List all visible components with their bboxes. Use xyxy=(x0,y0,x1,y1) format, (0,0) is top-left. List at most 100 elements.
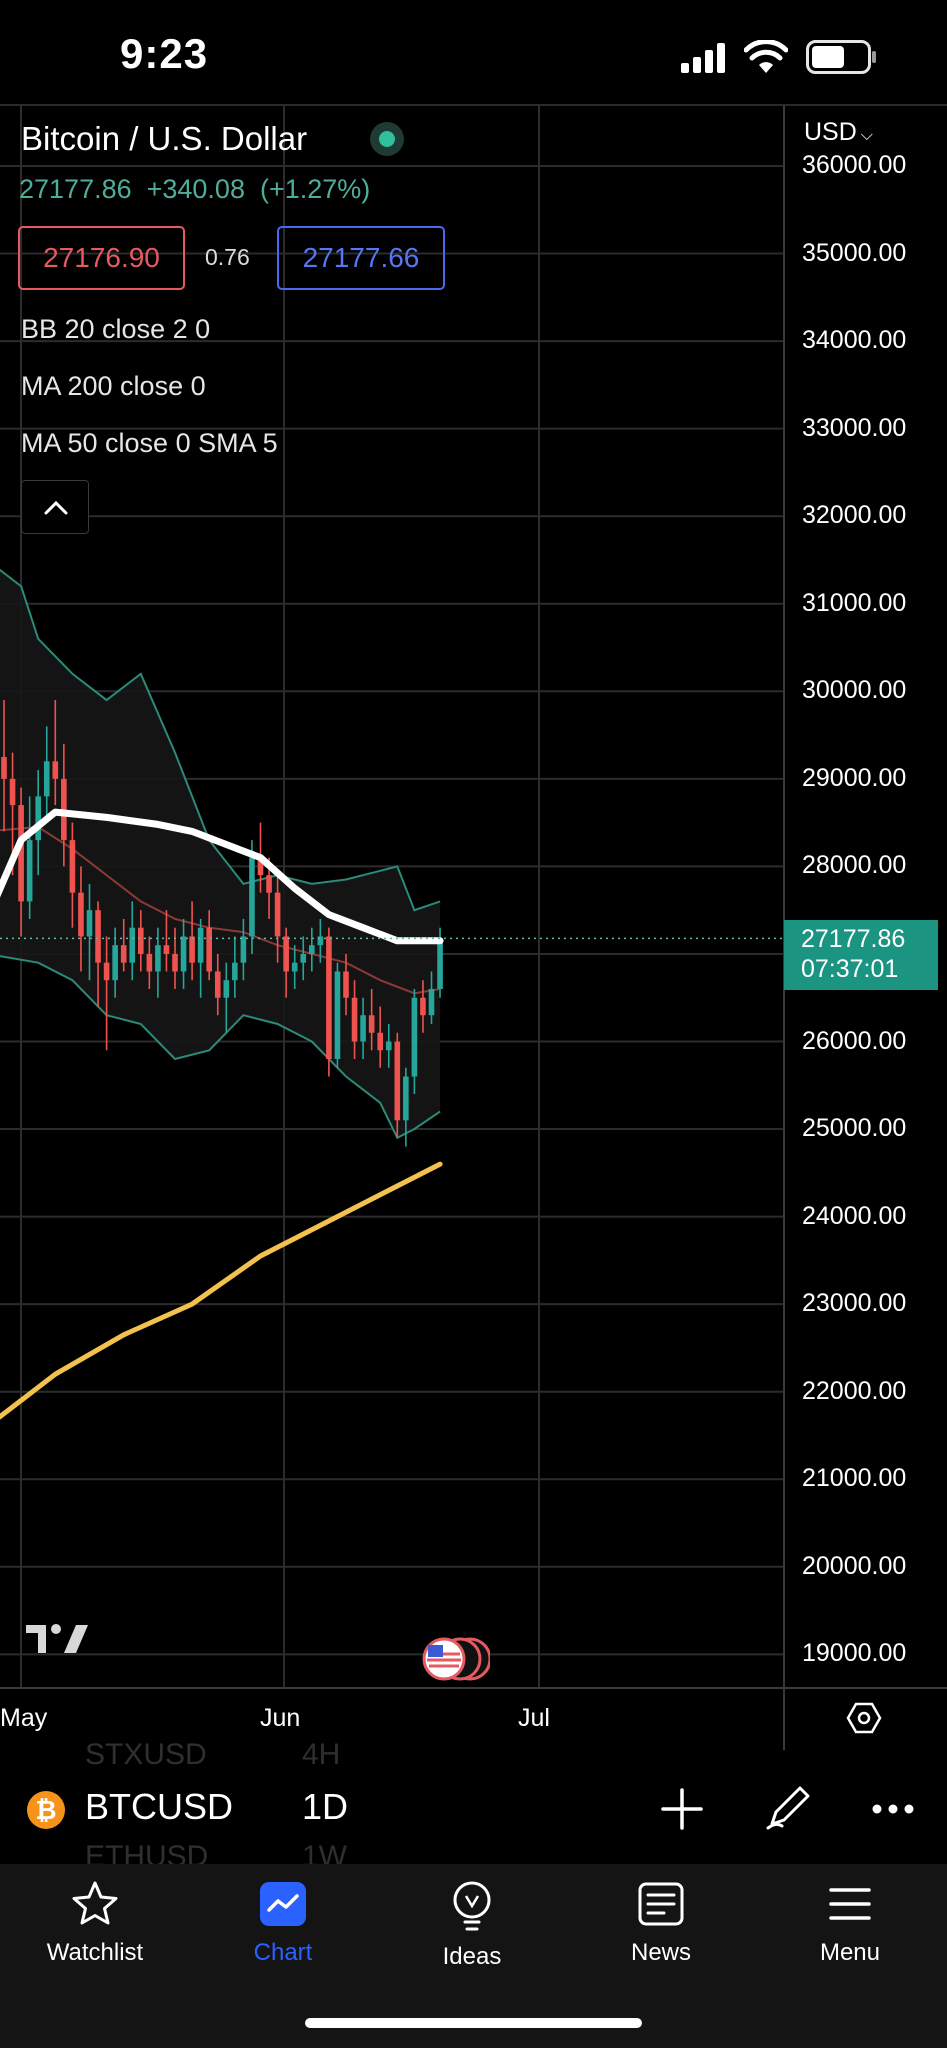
ghost-interval-above: 4H xyxy=(302,1738,341,1771)
candle-body xyxy=(43,761,50,797)
candle-body xyxy=(180,936,187,972)
indicator-bollinger-bands[interactable]: BB 20 close 2 0 xyxy=(21,314,211,344)
price-axis-label: 22000.00 xyxy=(802,1376,907,1405)
last-price-change: 27177.86 +340.08 (+1.27%) xyxy=(19,174,371,204)
time-axis-label: Jul xyxy=(518,1704,550,1732)
tab-watchlist-label: Watchlist xyxy=(46,1939,144,1966)
candle-body xyxy=(155,945,161,972)
candle-body xyxy=(249,857,255,937)
candle-body xyxy=(223,980,230,998)
candle-body xyxy=(197,927,204,963)
candle-body xyxy=(35,796,41,841)
candle-body xyxy=(360,1015,366,1042)
star-icon xyxy=(72,1881,118,1925)
candle-body xyxy=(18,805,24,902)
candle-body xyxy=(283,936,289,972)
candle-body xyxy=(334,971,341,1060)
candle-body xyxy=(69,840,76,893)
tab-watchlist[interactable]: Watchlist xyxy=(15,1880,175,1967)
symbol-selector[interactable]: BTCUSD xyxy=(85,1786,234,1827)
chevron-up-icon xyxy=(44,500,68,515)
price-axis-label: 36000.00 xyxy=(802,151,907,179)
time-axis-label: May xyxy=(0,1704,48,1732)
price-axis-label: 25000.00 xyxy=(802,1114,907,1143)
spread-value: 0.76 xyxy=(205,244,250,270)
candle-body xyxy=(206,927,212,972)
candle-body xyxy=(309,945,315,954)
candle-body xyxy=(189,936,195,963)
currency-label: USD xyxy=(804,118,857,146)
bar-countdown: 07:37:01 xyxy=(801,955,899,983)
candle-body xyxy=(103,962,110,981)
tab-ideas[interactable]: Ideas xyxy=(392,1880,552,1971)
ma50-line xyxy=(0,808,444,945)
price-chart[interactable] xyxy=(0,0,947,1750)
hexagon-settings-icon xyxy=(846,1702,882,1734)
interval-selector[interactable]: 1D xyxy=(302,1786,349,1827)
candle-body xyxy=(138,927,144,954)
price-axis-label: 35000.00 xyxy=(802,238,907,267)
us-economic-events-icon[interactable] xyxy=(420,1636,492,1689)
candle-body xyxy=(351,997,358,1042)
tab-news[interactable]: News xyxy=(581,1880,741,1967)
candle-body xyxy=(420,997,426,1016)
candle-body xyxy=(26,840,33,902)
candle-body xyxy=(1,756,7,779)
more-options-icon[interactable] xyxy=(869,1795,917,1828)
price-axis-label: 30000.00 xyxy=(802,676,907,705)
candle-body xyxy=(163,945,170,954)
tab-menu[interactable]: Menu xyxy=(770,1880,930,1967)
indicator-ma200[interactable]: MA 200 close 0 xyxy=(21,371,206,401)
price-axis-label: 19000.00 xyxy=(802,1639,907,1668)
tab-news-label: News xyxy=(630,1939,691,1966)
indicator-ma50[interactable]: MA 50 close 0 SMA 5 xyxy=(21,428,278,458)
candle-body xyxy=(411,997,418,1077)
candle-body xyxy=(52,761,59,779)
chart-settings-button[interactable] xyxy=(846,1700,882,1741)
bollinger-band-fill xyxy=(0,570,441,1138)
sell-price-button[interactable]: 27176.90 xyxy=(18,226,185,290)
candle-body xyxy=(95,910,101,963)
bollinger-upper-line xyxy=(0,568,441,912)
candle-body xyxy=(403,1076,409,1121)
candle-body xyxy=(172,953,178,972)
collapse-indicators-button[interactable] xyxy=(21,480,89,534)
add-plus-icon[interactable] xyxy=(659,1786,705,1837)
candle-body xyxy=(274,892,281,937)
battery-icon xyxy=(806,40,878,79)
wifi-icon xyxy=(743,39,789,79)
current-price-tag: 27177.86 07:37:01 xyxy=(784,920,938,990)
home-indicator xyxy=(305,2018,642,2028)
time-axis-label: Jun xyxy=(260,1704,301,1732)
tab-chart-label: Chart xyxy=(253,1939,313,1966)
tab-bar xyxy=(0,1864,947,2048)
price-axis-label: 24000.00 xyxy=(802,1201,907,1230)
symbol-title[interactable]: Bitcoin / U.S. Dollar xyxy=(21,120,308,157)
lightbulb-icon xyxy=(453,1881,491,1931)
ghost-symbol-above: STXUSD xyxy=(85,1738,207,1771)
drawing-tools-pen-icon[interactable] xyxy=(762,1780,816,1839)
candle-body xyxy=(343,971,349,998)
currency-selector[interactable]: USD ⌵ xyxy=(804,118,873,147)
candle-body xyxy=(78,892,84,937)
price-axis-label: 20000.00 xyxy=(802,1551,907,1580)
tab-chart[interactable]: Chart xyxy=(203,1880,363,1967)
bollinger-lower-line xyxy=(0,955,441,1140)
newspaper-icon xyxy=(638,1882,684,1926)
price-axis-label: 26000.00 xyxy=(802,1026,907,1055)
candle-body xyxy=(300,953,307,963)
cellular-signal-icon xyxy=(681,43,729,78)
candle-body xyxy=(112,945,118,981)
candle-body xyxy=(368,1015,375,1033)
price-axis-label: 32000.00 xyxy=(802,501,907,530)
price-axis-label: 21000.00 xyxy=(802,1464,907,1493)
tradingview-logo xyxy=(24,1621,96,1660)
candle-body xyxy=(428,988,435,1016)
candle-body xyxy=(9,778,16,806)
candle-body xyxy=(385,1041,392,1051)
candle-body xyxy=(129,927,136,963)
buy-price-button[interactable]: 27177.66 xyxy=(277,226,445,290)
candle-body xyxy=(146,953,153,972)
price-axis-label: 23000.00 xyxy=(802,1289,907,1318)
price-axis-label: 31000.00 xyxy=(802,588,907,617)
